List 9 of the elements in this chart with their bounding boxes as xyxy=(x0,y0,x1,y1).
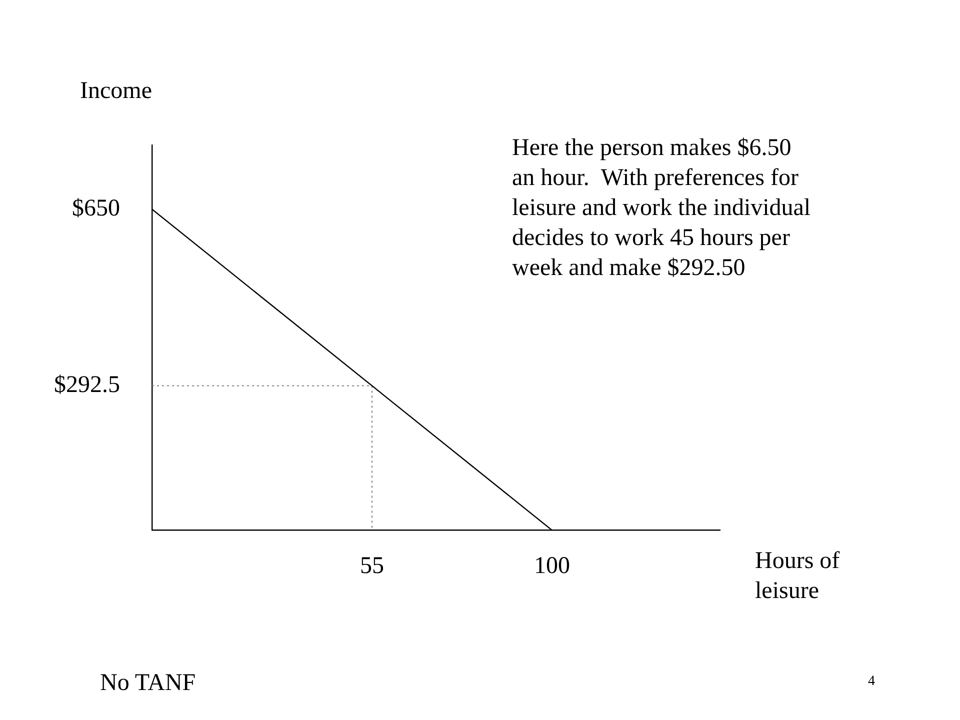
x-tick-label: 100 xyxy=(534,552,570,579)
text: 4 xyxy=(868,673,876,691)
y-axis-title: Income xyxy=(80,77,152,106)
y-tick-label: $292.5 xyxy=(54,372,120,398)
text: No TANF xyxy=(100,669,197,698)
x-axis-title: Hours of leisure xyxy=(755,547,841,606)
y-tick-label: $650 xyxy=(72,195,120,222)
annotation: Here the person makes $6.50 an hour. With preferences for leisure and work the individual decides to work 45 hours per week and make $292.50 xyxy=(512,134,812,283)
x-tick-label: 55 xyxy=(360,552,384,579)
